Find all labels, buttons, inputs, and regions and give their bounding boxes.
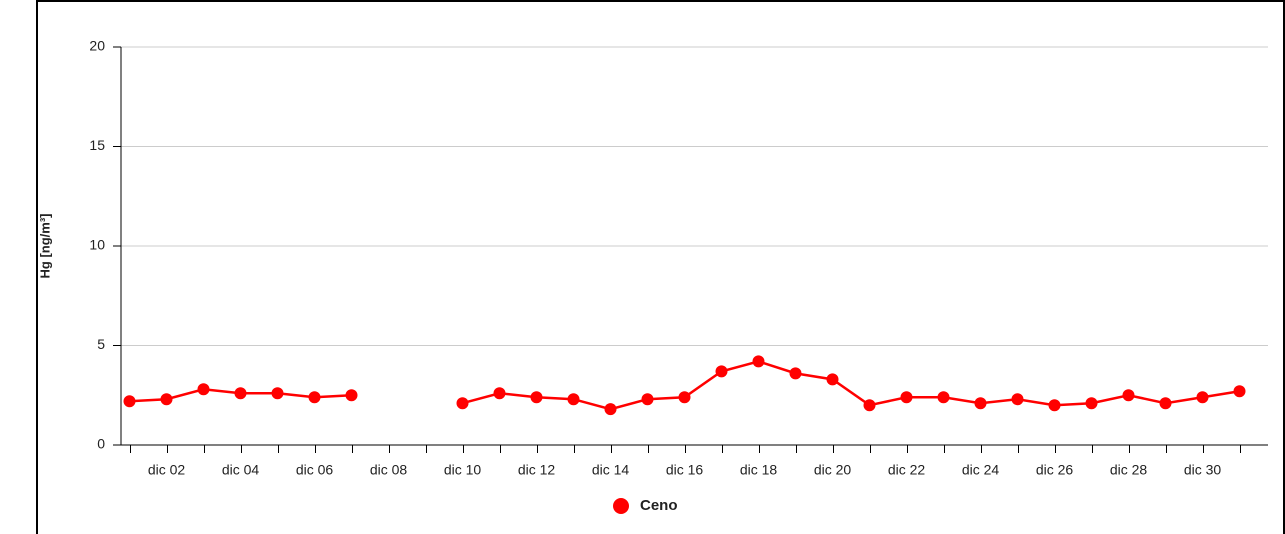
point (567, 393, 580, 406)
x-tick-label: dic 18 (740, 462, 778, 478)
x-tick-label: dic 06 (296, 462, 334, 478)
y-tick-label: 20 (89, 38, 105, 54)
point (345, 389, 358, 402)
x-tick-label: dic 22 (888, 462, 926, 478)
point (308, 391, 321, 404)
point (900, 391, 913, 404)
x-tick-label: dic 02 (148, 462, 186, 478)
x-tick-label: dic 30 (1184, 462, 1222, 478)
x-tick-label: dic 12 (518, 462, 556, 478)
point (1196, 391, 1209, 404)
x-tick-label: dic 08 (370, 462, 408, 478)
legend-label: Ceno (640, 497, 678, 514)
x-tick-label: dic 16 (666, 462, 704, 478)
point (752, 355, 765, 368)
x-tick-label: dic 26 (1036, 462, 1074, 478)
point (604, 403, 617, 416)
point (715, 365, 728, 378)
x-tick-label: dic 28 (1110, 462, 1148, 478)
point (234, 387, 247, 400)
point (197, 383, 210, 396)
point (826, 373, 839, 386)
point (1085, 397, 1098, 410)
legend-marker (613, 498, 629, 514)
point (937, 391, 950, 404)
point (789, 367, 802, 380)
point (641, 393, 654, 406)
point (1122, 389, 1135, 402)
point (678, 391, 691, 404)
y-tick-label: 15 (89, 137, 105, 153)
frame (36, 0, 1285, 534)
point (1233, 385, 1246, 398)
y-tick-label: 10 (89, 237, 105, 253)
point (160, 393, 173, 406)
point (493, 387, 506, 400)
x-tick-label: dic 10 (444, 462, 482, 478)
point (271, 387, 284, 400)
point (530, 391, 543, 404)
y-tick-label: 0 (97, 436, 105, 452)
point (1048, 399, 1061, 412)
point (974, 397, 987, 410)
point (863, 399, 876, 412)
point (456, 397, 469, 410)
y-tick-label: 5 (97, 336, 105, 352)
x-tick-label: dic 14 (592, 462, 630, 478)
y-axis-label: Hg [ng/m³] (37, 214, 52, 279)
x-tick-label: dic 20 (814, 462, 852, 478)
x-tick-label: dic 04 (222, 462, 260, 478)
x-tick-label: dic 24 (962, 462, 1000, 478)
point (1159, 397, 1172, 410)
point (1011, 393, 1024, 406)
point (123, 395, 136, 408)
